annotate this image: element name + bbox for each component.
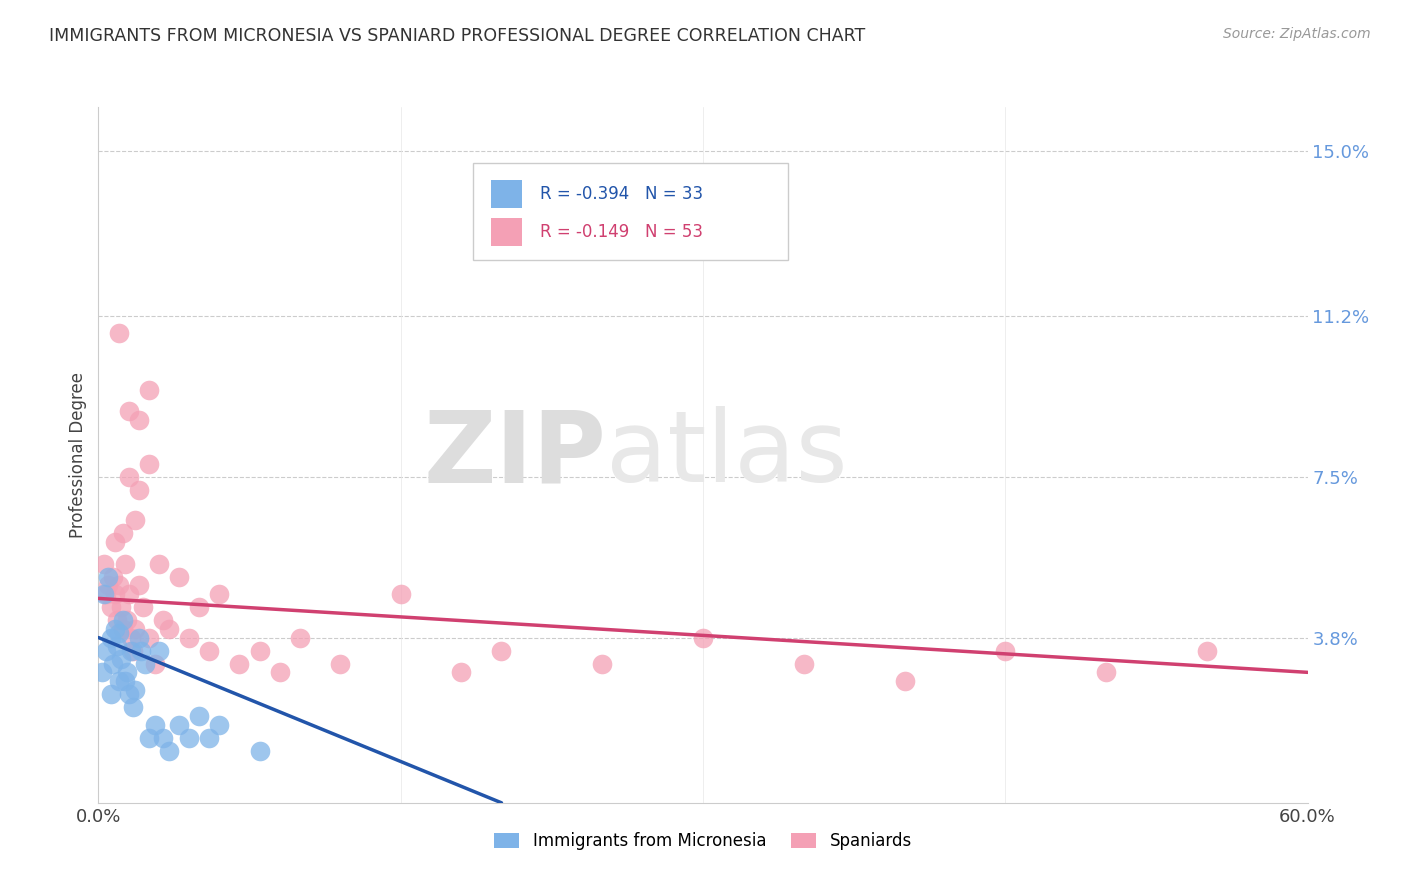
Point bbox=[692, 631, 714, 645]
Point bbox=[138, 457, 160, 471]
Point bbox=[124, 682, 146, 697]
Point bbox=[138, 731, 160, 745]
Point bbox=[100, 687, 122, 701]
Point bbox=[105, 639, 128, 653]
Text: atlas: atlas bbox=[606, 407, 848, 503]
Point bbox=[1095, 665, 1118, 680]
Point bbox=[491, 643, 513, 657]
Point bbox=[208, 717, 231, 731]
Point bbox=[118, 469, 141, 483]
Point bbox=[120, 631, 142, 645]
Point bbox=[148, 557, 170, 571]
Point bbox=[96, 587, 118, 601]
Point bbox=[107, 674, 129, 689]
Text: Source: ZipAtlas.com: Source: ZipAtlas.com bbox=[1223, 27, 1371, 41]
Point bbox=[138, 631, 160, 645]
Point bbox=[249, 744, 271, 758]
Point bbox=[118, 404, 141, 418]
Legend: Immigrants from Micronesia, Spaniards: Immigrants from Micronesia, Spaniards bbox=[488, 826, 918, 857]
Text: R = -0.149   N = 53: R = -0.149 N = 53 bbox=[540, 223, 703, 241]
Point bbox=[118, 587, 141, 601]
Point bbox=[143, 717, 166, 731]
Point bbox=[105, 613, 128, 627]
Point bbox=[101, 657, 124, 671]
Point bbox=[148, 643, 170, 657]
Point bbox=[107, 326, 129, 340]
Point bbox=[994, 643, 1017, 657]
Point bbox=[121, 643, 143, 657]
Point bbox=[138, 383, 160, 397]
Point bbox=[167, 570, 190, 584]
Point bbox=[128, 578, 150, 592]
Text: ZIP: ZIP bbox=[423, 407, 606, 503]
Point bbox=[103, 622, 125, 636]
Point bbox=[198, 643, 221, 657]
Point bbox=[121, 700, 143, 714]
Point bbox=[228, 657, 250, 671]
Point bbox=[249, 643, 271, 657]
Point bbox=[124, 513, 146, 527]
Point bbox=[120, 643, 142, 657]
Point bbox=[91, 665, 114, 680]
Point bbox=[93, 557, 115, 571]
Point bbox=[100, 600, 122, 615]
Point bbox=[198, 731, 221, 745]
Point bbox=[110, 652, 132, 666]
Point bbox=[179, 631, 201, 645]
Text: IMMIGRANTS FROM MICRONESIA VS SPANIARD PROFESSIONAL DEGREE CORRELATION CHART: IMMIGRANTS FROM MICRONESIA VS SPANIARD P… bbox=[49, 27, 866, 45]
Point bbox=[134, 657, 156, 671]
Point bbox=[107, 578, 129, 592]
Point bbox=[128, 631, 150, 645]
Point bbox=[157, 622, 180, 636]
Point bbox=[110, 600, 132, 615]
Point bbox=[124, 622, 146, 636]
FancyBboxPatch shape bbox=[474, 162, 787, 260]
Y-axis label: Professional Degree: Professional Degree bbox=[69, 372, 87, 538]
Point bbox=[114, 674, 136, 689]
Point bbox=[288, 631, 311, 645]
Point bbox=[101, 570, 124, 584]
Point bbox=[188, 600, 211, 615]
Point bbox=[269, 665, 291, 680]
Point bbox=[208, 587, 231, 601]
Point bbox=[103, 587, 125, 601]
FancyBboxPatch shape bbox=[492, 180, 522, 208]
Point bbox=[128, 413, 150, 427]
Point bbox=[329, 657, 352, 671]
Point bbox=[893, 674, 915, 689]
Point bbox=[152, 613, 174, 627]
Point bbox=[167, 717, 190, 731]
Point bbox=[152, 731, 174, 745]
Point bbox=[188, 708, 211, 723]
FancyBboxPatch shape bbox=[492, 219, 522, 246]
Point bbox=[111, 622, 134, 636]
Point bbox=[118, 687, 141, 701]
Point bbox=[111, 526, 134, 541]
Point bbox=[114, 557, 136, 571]
Point bbox=[97, 578, 120, 592]
Point bbox=[100, 631, 122, 645]
Point bbox=[128, 483, 150, 497]
Point bbox=[157, 744, 180, 758]
Point bbox=[591, 657, 613, 671]
Point bbox=[793, 657, 815, 671]
Point bbox=[450, 665, 472, 680]
Point bbox=[111, 613, 134, 627]
Point bbox=[132, 600, 155, 615]
Point bbox=[179, 731, 201, 745]
Point bbox=[93, 587, 115, 601]
Point bbox=[1195, 643, 1218, 657]
Point bbox=[103, 534, 125, 549]
Point bbox=[97, 570, 120, 584]
Point bbox=[107, 626, 129, 640]
Point bbox=[115, 665, 138, 680]
Point bbox=[129, 643, 152, 657]
Point bbox=[143, 657, 166, 671]
Text: R = -0.394   N = 33: R = -0.394 N = 33 bbox=[540, 185, 703, 203]
Point bbox=[115, 613, 138, 627]
Point bbox=[96, 643, 118, 657]
Point bbox=[389, 587, 412, 601]
